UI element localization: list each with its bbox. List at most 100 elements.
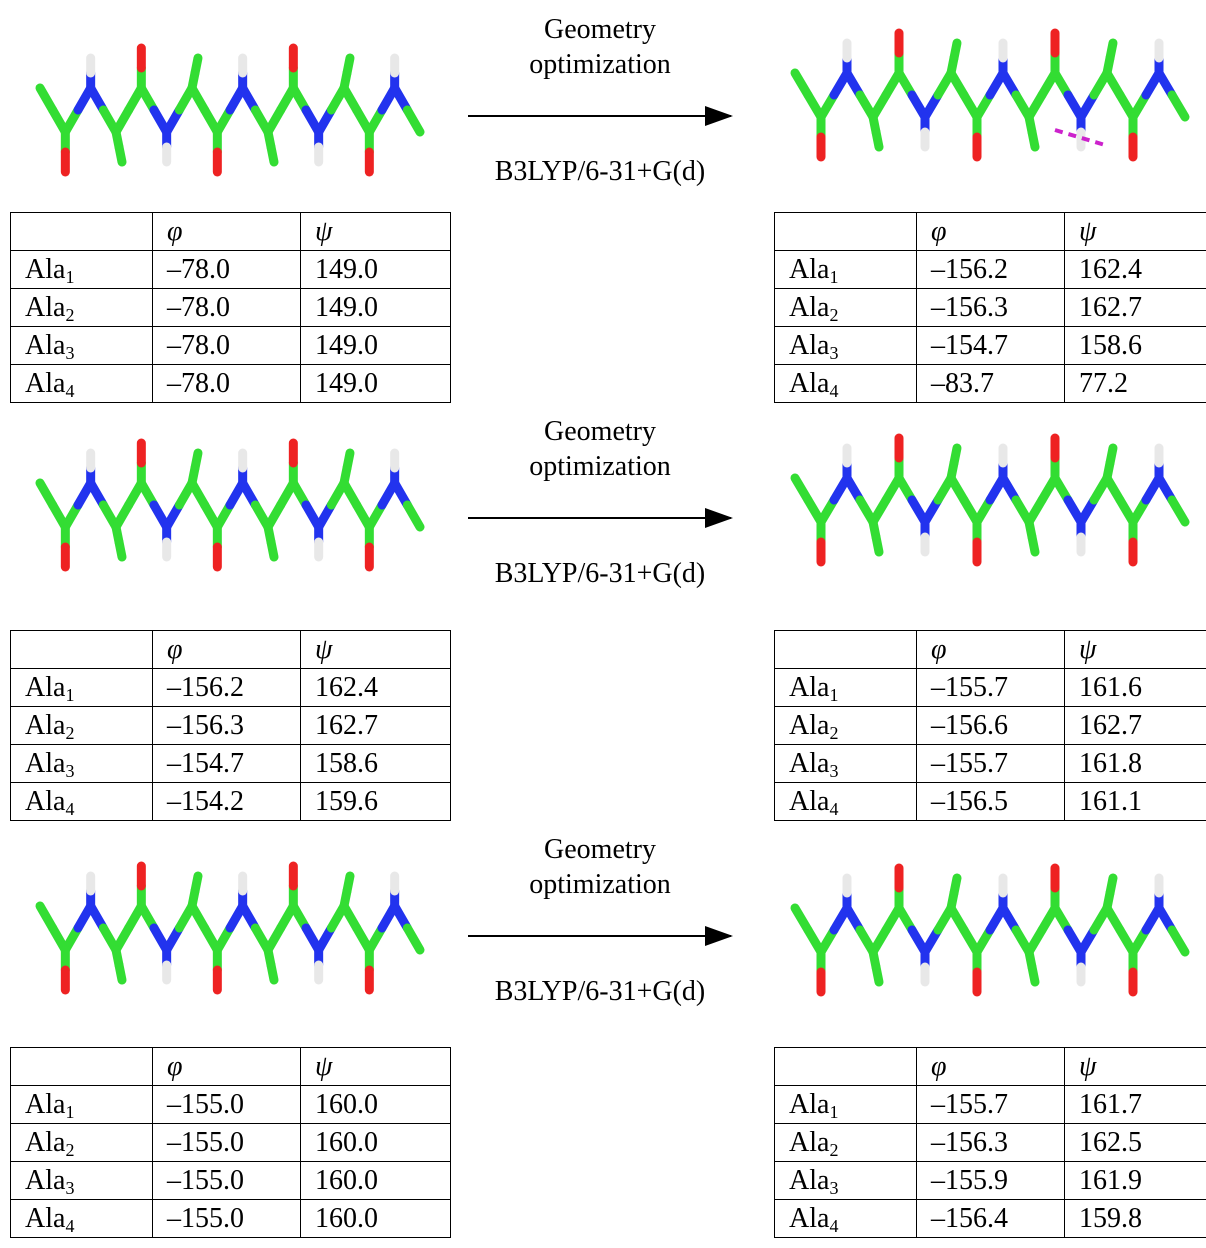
residue-cell: Ala1 xyxy=(775,251,917,289)
residue-name: Ala xyxy=(25,786,65,817)
bond xyxy=(195,453,198,468)
phi-cell: –155.9 xyxy=(917,1162,1065,1200)
residue-index: 3 xyxy=(65,761,74,781)
psi-cell: 161.7 xyxy=(1065,1086,1206,1124)
residue-cell: Ala4 xyxy=(11,365,153,403)
header-row: φψ xyxy=(11,631,451,669)
bond xyxy=(407,928,420,950)
psi-cell: 149.0 xyxy=(301,251,451,289)
bond xyxy=(876,537,879,552)
residue-name: Ala xyxy=(789,786,829,817)
residue-cell: Ala3 xyxy=(775,745,917,783)
phi-cell: –154.7 xyxy=(153,745,301,783)
bond xyxy=(119,147,122,162)
table-row: Ala2–156.3162.7 xyxy=(11,707,451,745)
header-cell xyxy=(775,631,917,669)
residue-cell: Ala4 xyxy=(775,1200,917,1238)
residue-name: Ala xyxy=(789,672,829,703)
bond xyxy=(1172,500,1185,522)
phi-cell: –154.7 xyxy=(917,327,1065,365)
figure: Geometry optimizationB3LYP/6-31+G(d)φψAl… xyxy=(0,0,1206,1248)
residue-cell: Ala3 xyxy=(775,1162,917,1200)
bond xyxy=(195,58,198,73)
table-row: Ala3–154.7158.6 xyxy=(11,745,451,783)
residue-index: 2 xyxy=(65,305,74,325)
residue-cell: Ala1 xyxy=(775,669,917,707)
residue-cell: Ala2 xyxy=(775,289,917,327)
residue-index: 1 xyxy=(829,267,838,287)
psi-cell: 162.7 xyxy=(301,707,451,745)
psi-cell: 149.0 xyxy=(301,327,451,365)
header-cell xyxy=(11,213,153,251)
table-row: Ala4–78.0149.0 xyxy=(11,365,451,403)
bond xyxy=(1172,930,1185,952)
residue-name: Ala xyxy=(25,1203,65,1234)
bond xyxy=(1110,43,1113,58)
residue-name: Ala xyxy=(25,672,65,703)
phi-cell: –155.0 xyxy=(153,1124,301,1162)
psi-cell: 149.0 xyxy=(301,365,451,403)
angle-table: φψAla1–155.7161.7Ala2–156.3162.5Ala3–155… xyxy=(774,1047,1206,1238)
residue-index: 1 xyxy=(829,1102,838,1122)
residue-index: 4 xyxy=(65,799,74,819)
header-cell: φ xyxy=(917,631,1065,669)
residue-name: Ala xyxy=(789,292,829,323)
phi-cell: –155.0 xyxy=(153,1086,301,1124)
header-cell: φ xyxy=(917,213,1065,251)
residue-name: Ala xyxy=(789,330,829,361)
residue-name: Ala xyxy=(789,368,829,399)
residue-index: 3 xyxy=(65,343,74,363)
residue-cell: Ala3 xyxy=(11,327,153,365)
bond xyxy=(954,43,957,58)
phi-cell: –154.2 xyxy=(153,783,301,821)
residue-cell: Ala1 xyxy=(775,1086,917,1124)
residue-name: Ala xyxy=(25,1089,65,1120)
residue-cell: Ala1 xyxy=(11,669,153,707)
psi-cell: 162.7 xyxy=(1065,289,1206,327)
phi-cell: –155.7 xyxy=(917,669,1065,707)
phi-cell: –156.4 xyxy=(917,1200,1065,1238)
phi-cell: –155.7 xyxy=(917,1086,1065,1124)
header-cell: φ xyxy=(153,213,301,251)
phi-cell: –83.7 xyxy=(917,365,1065,403)
table-row: Ala2–156.3162.5 xyxy=(775,1124,1206,1162)
psi-cell: 160.0 xyxy=(301,1086,451,1124)
bond xyxy=(1172,95,1185,117)
residue-index: 4 xyxy=(829,381,838,401)
angle-table: φψAla1–156.2162.4Ala2–156.3162.7Ala3–154… xyxy=(774,212,1206,403)
residue-index: 1 xyxy=(829,685,838,705)
bond xyxy=(271,542,274,557)
table-row: Ala2–78.0149.0 xyxy=(11,289,451,327)
table-row: Ala3–78.0149.0 xyxy=(11,327,451,365)
residue-name: Ala xyxy=(789,1203,829,1234)
residue-index: 4 xyxy=(829,799,838,819)
psi-cell: 162.5 xyxy=(1065,1124,1206,1162)
residue-index: 3 xyxy=(829,1178,838,1198)
residue-name: Ala xyxy=(789,710,829,741)
header-cell: φ xyxy=(917,1048,1065,1086)
psi-cell: 161.1 xyxy=(1065,783,1206,821)
residue-cell: Ala1 xyxy=(11,251,153,289)
bond xyxy=(1110,448,1113,463)
residue-name: Ala xyxy=(789,748,829,779)
residue-name: Ala xyxy=(789,254,829,285)
phi-cell: –156.2 xyxy=(153,669,301,707)
phi-cell: –78.0 xyxy=(153,365,301,403)
phi-cell: –78.0 xyxy=(153,327,301,365)
residue-index: 1 xyxy=(65,1102,74,1122)
phi-cell: –156.3 xyxy=(153,707,301,745)
bond xyxy=(195,876,198,891)
bond xyxy=(271,147,274,162)
residue-cell: Ala2 xyxy=(775,1124,917,1162)
arrow-label-bottom: B3LYP/6-31+G(d) xyxy=(480,556,720,591)
phi-cell: –156.3 xyxy=(917,289,1065,327)
